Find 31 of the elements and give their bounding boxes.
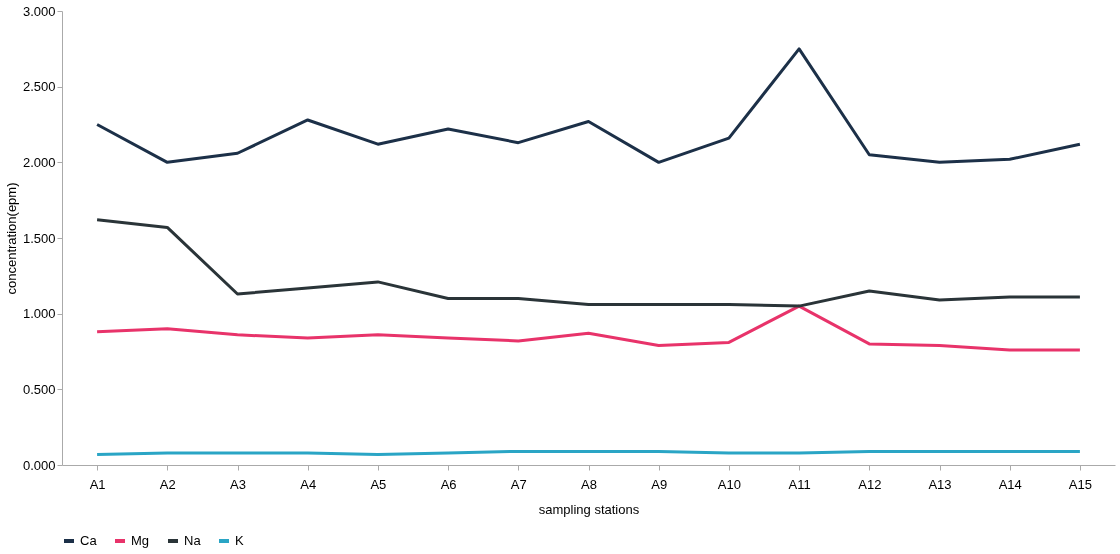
x-tick-label: A6 [440,476,457,492]
x-tick-label: A9 [651,476,668,492]
y-tick-label: 3.000 [22,3,56,19]
x-tick-label: A14 [998,476,1022,492]
x-tick-label: A11 [788,476,811,492]
y-tick-label: 2.000 [22,154,56,170]
x-tick-label: A8 [581,476,597,492]
line-series [95,218,1082,308]
x-tick-label: A7 [510,476,527,492]
y-tick-label: 0.000 [22,457,56,473]
x-tick-label: A12 [858,476,882,492]
x-tick-label: A5 [370,476,387,492]
x-tick-label: A3 [230,476,246,492]
x-tick-label: A15 [1068,476,1092,492]
x-tick-label: A13 [928,476,952,492]
y-tick-label: 2.500 [22,79,56,95]
y-axis-title: concentration(epm) [3,182,19,295]
x-tick-label: A2 [159,476,176,492]
legend-label: Mg [131,533,150,548]
line-series [95,47,1082,164]
y-tick-label: 1.000 [22,306,56,322]
legend-label: K [235,533,244,548]
line-series [95,304,1082,352]
x-tick-label: A10 [717,476,741,492]
legend-label: Ca [80,533,98,548]
x-tick-label: A1 [89,476,106,492]
x-axis-title: sampling stations [538,501,640,517]
legend-label: Na [184,533,202,548]
x-tick-label: A4 [300,476,317,492]
y-tick-label: 1.500 [22,230,56,246]
y-tick-label: 0.500 [22,381,56,397]
